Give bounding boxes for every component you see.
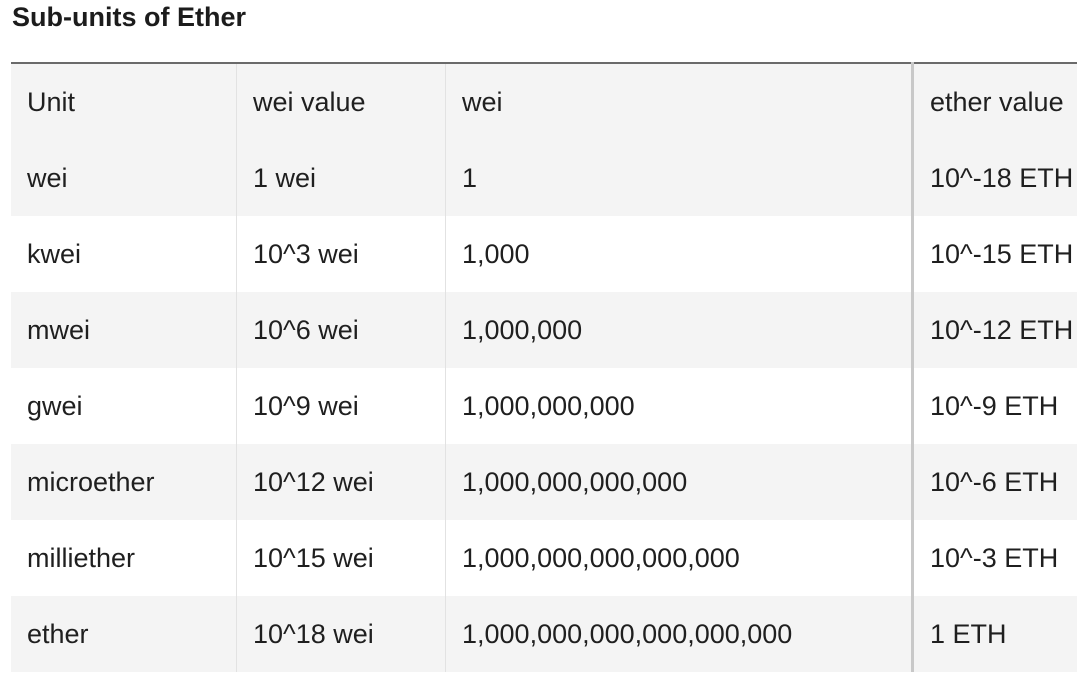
cell-unit: milliether xyxy=(11,520,237,596)
header-wei-value: wei value xyxy=(236,63,446,140)
cell-wei-value: 10^9 wei xyxy=(236,368,446,444)
cell-unit: mwei xyxy=(11,292,237,368)
cell-ether-value: 10^-3 ETH xyxy=(912,520,1077,596)
cell-ether-value: 10^-12 ETH xyxy=(912,292,1077,368)
cell-wei: 1,000,000,000,000 xyxy=(445,444,914,520)
cell-wei: 1 xyxy=(445,140,914,216)
table-row: wei 1 wei 1 10^-18 ETH xyxy=(11,140,1077,216)
cell-ether-value: 1 ETH xyxy=(912,596,1077,672)
cell-wei-value: 10^6 wei xyxy=(236,292,446,368)
table-row: ether 10^18 wei 1,000,000,000,000,000,00… xyxy=(11,596,1077,672)
header-unit: Unit xyxy=(11,63,237,140)
cell-unit: kwei xyxy=(11,216,237,292)
cell-ether-value: 10^-15 ETH xyxy=(912,216,1077,292)
cell-wei-value: 10^18 wei xyxy=(236,596,446,672)
cell-ether-value: 10^-18 ETH xyxy=(912,140,1077,216)
cell-wei: 1,000 xyxy=(445,216,914,292)
cell-ether-value: 10^-6 ETH xyxy=(912,444,1077,520)
cell-unit: wei xyxy=(11,140,237,216)
table-header-row: Unit wei value wei ether value xyxy=(11,63,1077,140)
cell-unit: ether xyxy=(11,596,237,672)
header-ether-value: ether value xyxy=(912,63,1077,140)
cell-ether-value: 10^-9 ETH xyxy=(912,368,1077,444)
table-row: kwei 10^3 wei 1,000 10^-15 ETH xyxy=(11,216,1077,292)
cell-wei: 1,000,000,000,000,000 xyxy=(445,520,914,596)
cell-wei-value: 10^3 wei xyxy=(236,216,446,292)
header-wei: wei xyxy=(445,63,914,140)
cell-unit: microether xyxy=(11,444,237,520)
cell-wei: 1,000,000 xyxy=(445,292,914,368)
cell-wei: 1,000,000,000,000,000,000 xyxy=(445,596,914,672)
table-row: gwei 10^9 wei 1,000,000,000 10^-9 ETH xyxy=(11,368,1077,444)
cell-unit: gwei xyxy=(11,368,237,444)
cell-wei-value: 10^12 wei xyxy=(236,444,446,520)
ether-units-table: Unit wei value wei ether value wei 1 wei… xyxy=(11,62,1077,672)
table-row: milliether 10^15 wei 1,000,000,000,000,0… xyxy=(11,520,1077,596)
table-row: microether 10^12 wei 1,000,000,000,000 1… xyxy=(11,444,1077,520)
cell-wei: 1,000,000,000 xyxy=(445,368,914,444)
cell-wei-value: 10^15 wei xyxy=(236,520,446,596)
table-row: mwei 10^6 wei 1,000,000 10^-12 ETH xyxy=(11,292,1077,368)
page-title: Sub-units of Ether xyxy=(12,2,246,32)
cell-wei-value: 1 wei xyxy=(236,140,446,216)
